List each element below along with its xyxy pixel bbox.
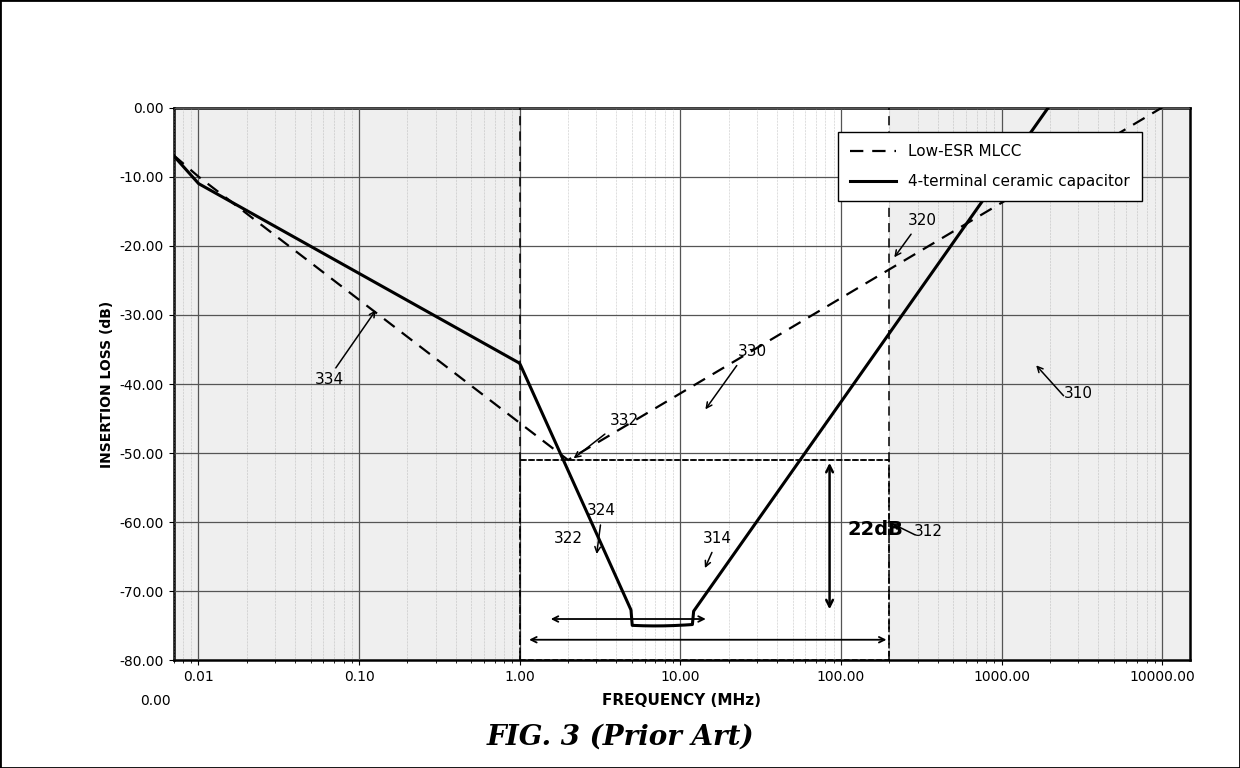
Text: 312: 312 [914,524,942,539]
Legend: Low-ESR MLCC, 4-terminal ceramic capacitor: Low-ESR MLCC, 4-terminal ceramic capacit… [838,132,1142,201]
Bar [174,108,520,660]
Text: 332: 332 [610,413,639,429]
Text: 310: 310 [1064,386,1092,401]
Text: 330: 330 [738,344,766,359]
Text: 0.00: 0.00 [140,694,171,707]
Text: 322: 322 [553,531,583,546]
Text: FIG. 3 (Prior Art): FIG. 3 (Prior Art) [486,723,754,751]
Text: 320: 320 [908,213,936,228]
X-axis label: FREQUENCY (MHz): FREQUENCY (MHz) [603,693,761,707]
Text: 324: 324 [587,503,615,518]
Text: 334: 334 [315,372,343,387]
Y-axis label: INSERTION LOSS (dB): INSERTION LOSS (dB) [100,300,114,468]
Text: 314: 314 [703,531,732,546]
Bar [889,108,1190,660]
Bar [520,460,889,660]
Text: 22dB: 22dB [848,520,904,538]
